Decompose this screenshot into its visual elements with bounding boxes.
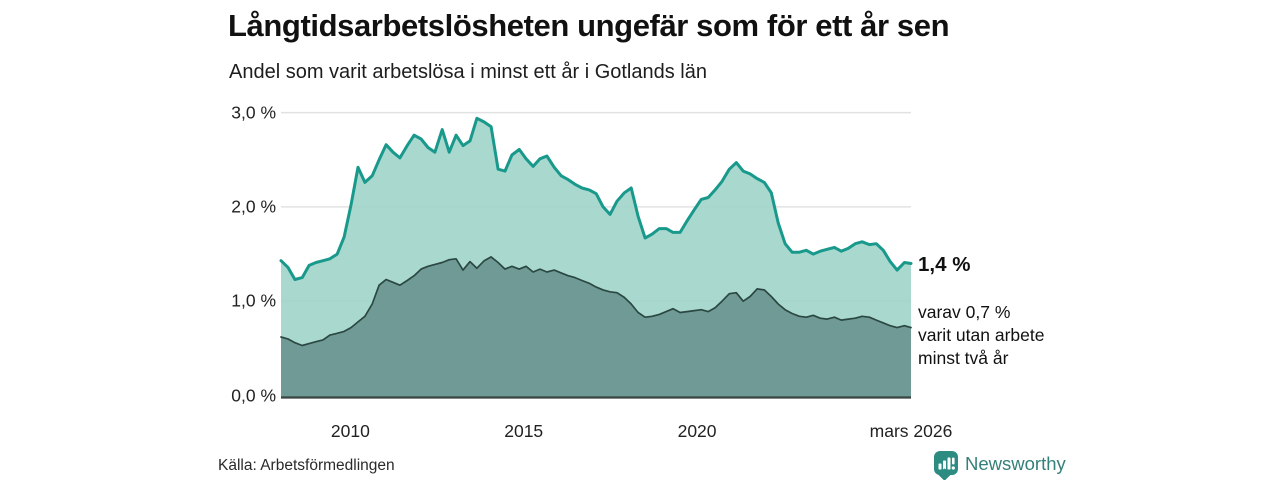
y-tick-label: 0,0 % bbox=[231, 385, 276, 405]
y-tick-label: 1,0 % bbox=[231, 290, 276, 311]
source-credit: Källa: Arbetsförmedlingen bbox=[218, 457, 395, 474]
x-tick-label: 2010 bbox=[330, 421, 370, 441]
annotation-line-1: varav 0,7 % bbox=[918, 302, 1011, 322]
annotation-line-3: minst två år bbox=[918, 348, 1009, 368]
y-tick-label: 2,0 % bbox=[231, 196, 276, 217]
area-two-years bbox=[281, 256, 911, 398]
line-total bbox=[279, 116, 913, 281]
bar-chart-icon bbox=[934, 451, 958, 480]
end-value-label-two-years: varav 0,7 % varit utan arbete minst två … bbox=[918, 301, 1044, 370]
newsworthy-logo: Newsworthy bbox=[934, 451, 1066, 480]
page-title: Långtidsarbetslösheten ungefär som för e… bbox=[228, 8, 950, 43]
line-two-years bbox=[280, 256, 912, 347]
annotation-line-2: varit utan arbete bbox=[918, 325, 1045, 345]
end-value-label-total: 1,4 % bbox=[918, 253, 971, 276]
x-tick-label: 2020 bbox=[677, 421, 717, 441]
chart-subtitle: Andel som varit arbetslösa i minst ett å… bbox=[229, 61, 707, 83]
x-tick-label: mars 2026 bbox=[869, 421, 953, 441]
x-tick-label: 2015 bbox=[504, 421, 544, 441]
brand-wordmark: Newsworthy bbox=[965, 453, 1066, 474]
y-tick-label: 3,0 % bbox=[231, 102, 276, 123]
